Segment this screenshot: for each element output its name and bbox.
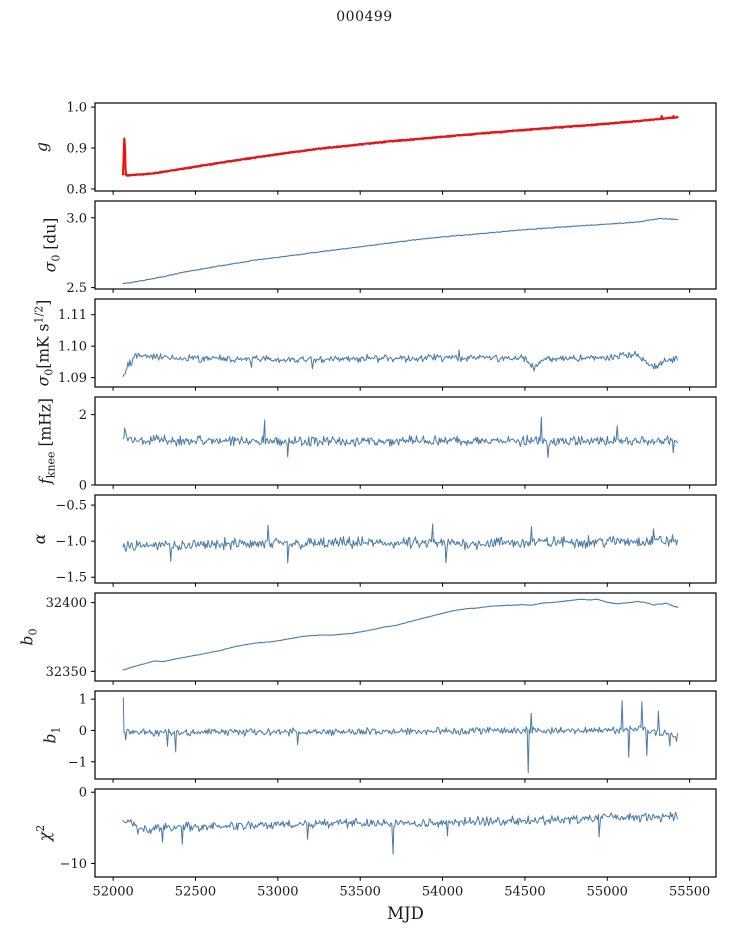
series-group-chi2 xyxy=(122,811,678,855)
sigma0-mks-line xyxy=(122,349,678,378)
x-tick-label: 55000 xyxy=(587,885,628,900)
y-tick-label: −1.5 xyxy=(55,571,87,586)
y-tick-label: 1 xyxy=(79,693,87,708)
y-tick-label: 1.11 xyxy=(58,308,87,323)
x-tick-label: 52500 xyxy=(175,885,216,900)
y-tick-label: 0 xyxy=(79,724,87,739)
y-axis-label-b0: b0 xyxy=(18,628,40,646)
figure-title: 000499 xyxy=(336,9,393,25)
plot-frame-sigma0-du xyxy=(94,200,717,290)
plot-frame-chi2 xyxy=(94,788,717,878)
series-group-g xyxy=(121,115,679,177)
series-group-sigma0-du xyxy=(122,217,679,285)
y-axis-label-chi2: χ2 xyxy=(34,824,54,842)
y-tick-label: 1.0 xyxy=(66,101,87,116)
x-tick-label: 52000 xyxy=(92,885,133,900)
y-tick-label: −1.0 xyxy=(55,535,87,550)
plot-frame-fknee xyxy=(94,396,717,486)
y-tick-label: 3.0 xyxy=(66,211,87,226)
series-group-b0 xyxy=(122,598,679,671)
b1-line xyxy=(122,697,678,774)
y-axis-label-sigma0-mks: σ0[mK s1/2] xyxy=(32,299,56,387)
y-tick-label: 32350 xyxy=(46,665,87,680)
x-tick-label: 54500 xyxy=(504,885,545,900)
y-tick-label: 0.8 xyxy=(66,182,87,197)
y-axis-label-sigma0-du: σ0 [du] xyxy=(41,217,63,273)
x-axis-title: MJD xyxy=(387,904,424,923)
series-group-fknee xyxy=(122,416,678,458)
alpha-line xyxy=(122,523,678,564)
y-tick-label: 0 xyxy=(79,786,87,801)
series-group-sigma0-mks xyxy=(122,349,678,378)
y-tick-label: −1 xyxy=(68,755,87,770)
plot-frame-b0 xyxy=(94,592,717,682)
x-tick-label: 55500 xyxy=(669,885,710,900)
series-group-alpha xyxy=(122,523,678,564)
y-axis-label-g: g xyxy=(33,142,51,152)
y-axis-label-alpha: α xyxy=(31,533,49,545)
plot-frame-sigma0-mks xyxy=(94,298,717,388)
x-tick-label: 54000 xyxy=(422,885,463,900)
y-tick-label: 32400 xyxy=(46,596,87,611)
plot-frame-alpha xyxy=(94,494,717,584)
y-axis-label-fknee: fknee [mHz] xyxy=(36,398,58,484)
chi2-line xyxy=(122,811,678,855)
x-tick-label: 53500 xyxy=(340,885,381,900)
plot-frame-b1 xyxy=(94,690,717,780)
fknee-line xyxy=(122,416,678,458)
sigma0-du-line xyxy=(122,217,679,285)
x-tick-label: 53000 xyxy=(257,885,298,900)
plot-frame-g xyxy=(94,102,717,192)
series-group-b1 xyxy=(122,697,678,774)
y-axis-label-b1: b1 xyxy=(41,726,63,744)
g-data-red-line xyxy=(121,115,679,177)
y-tick-label: 2 xyxy=(79,408,87,423)
y-tick-label: 0 xyxy=(79,479,87,494)
y-tick-label: 1.10 xyxy=(58,340,87,355)
y-tick-label: −0.5 xyxy=(55,499,87,514)
b0-line xyxy=(122,598,679,671)
y-tick-label: −10 xyxy=(60,857,87,872)
y-tick-label: 2.5 xyxy=(66,281,87,296)
y-tick-label: 1.09 xyxy=(58,371,87,386)
y-tick-label: 0.9 xyxy=(66,142,87,157)
